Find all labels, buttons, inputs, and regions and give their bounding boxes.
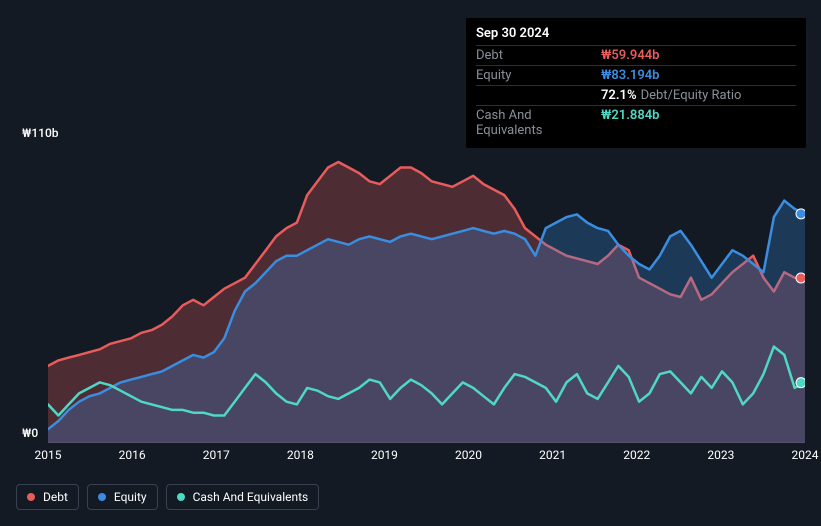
- x-tick: 2015: [35, 448, 62, 462]
- tooltip-row-label: Debt: [476, 48, 601, 63]
- series-endpoint-debt: [796, 273, 805, 283]
- tooltip-row-label: [476, 88, 601, 103]
- x-tick: 2020: [455, 448, 482, 462]
- x-tick: 2018: [287, 448, 314, 462]
- legend-item-cash-and-equivalents[interactable]: Cash And Equivalents: [166, 484, 320, 510]
- x-tick: 2021: [539, 448, 566, 462]
- x-tick: 2019: [371, 448, 398, 462]
- tooltip-row-value: ₩59.944b: [601, 48, 659, 63]
- y-axis-max: ₩110b: [22, 126, 59, 140]
- tooltip-row: Debt₩59.944b: [476, 45, 796, 65]
- x-tick: 2016: [119, 448, 146, 462]
- legend-dot: [177, 493, 185, 501]
- x-axis: 2015201620172018201920202021202220232024: [48, 448, 805, 464]
- tooltip-row-extra: Debt/Equity Ratio: [641, 88, 742, 103]
- legend-dot: [27, 493, 35, 501]
- tooltip-row: Cash And Equivalents₩21.884b: [476, 105, 796, 140]
- series-endpoint-cash-and-equivalents: [796, 378, 805, 388]
- tooltip-row-value: 72.1%: [601, 88, 637, 103]
- legend-label: Equity: [114, 490, 147, 504]
- legend-dot: [98, 493, 106, 501]
- legend-item-equity[interactable]: Equity: [87, 484, 158, 510]
- tooltip-row: Equity₩83.194b: [476, 65, 796, 85]
- tooltip-row-label: Cash And Equivalents: [476, 108, 601, 138]
- series-endpoint-equity: [796, 209, 805, 219]
- legend-item-debt[interactable]: Debt: [16, 484, 79, 510]
- tooltip-date: Sep 30 2024: [476, 26, 796, 45]
- legend: Debt Equity Cash And Equivalents: [16, 484, 319, 510]
- tooltip-row-value: ₩83.194b: [601, 68, 659, 83]
- x-tick: 2017: [203, 448, 230, 462]
- x-tick: 2024: [792, 448, 819, 462]
- tooltip-row-value: ₩21.884b: [601, 108, 659, 138]
- tooltip-row-label: Equity: [476, 68, 601, 83]
- x-tick: 2023: [707, 448, 734, 462]
- chart-plot: [48, 140, 805, 443]
- legend-label: Cash And Equivalents: [193, 490, 309, 504]
- y-axis-min: ₩0: [22, 426, 38, 440]
- tooltip-row: 72.1% Debt/Equity Ratio: [476, 85, 796, 105]
- x-tick: 2022: [623, 448, 650, 462]
- chart-svg: [48, 140, 805, 443]
- tooltip-panel: Sep 30 2024 Debt₩59.944bEquity₩83.194b72…: [466, 18, 806, 148]
- legend-label: Debt: [43, 490, 68, 504]
